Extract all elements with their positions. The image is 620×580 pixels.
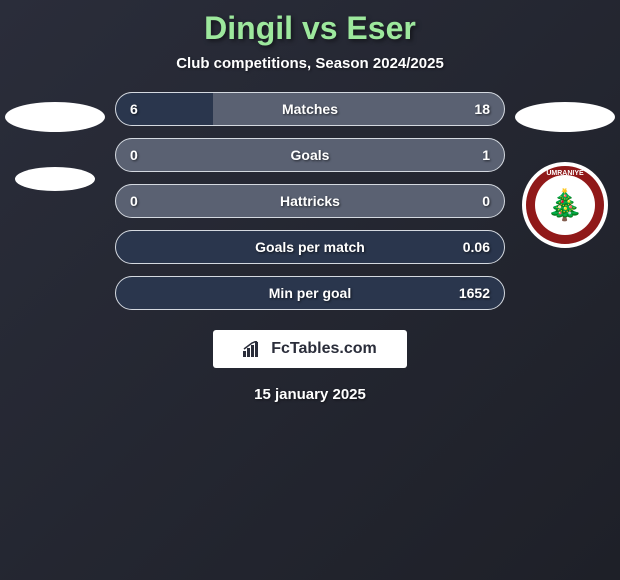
branding-text: FcTables.com <box>271 340 377 358</box>
club-logo-right-1 <box>515 102 615 132</box>
stat-bar-min-per-goal: Min per goal 1652 <box>115 276 505 310</box>
date-label: 15 january 2025 <box>254 386 366 403</box>
stat-right-value: 18 <box>474 101 490 117</box>
stat-right-value: 1 <box>482 147 490 163</box>
stat-bar-matches: 6 Matches 18 <box>115 92 505 126</box>
stat-label: Min per goal <box>269 285 351 301</box>
stat-bar-goals: 0 Goals 1 <box>115 138 505 172</box>
club-logo-left-1 <box>5 102 105 132</box>
stat-label: Goals <box>291 147 330 163</box>
club-logo-left-2 <box>15 167 95 191</box>
stat-left-value: 0 <box>130 147 138 163</box>
stat-label: Matches <box>282 101 338 117</box>
stat-label: Hattricks <box>280 193 340 209</box>
club-right-logos: UMRANIYE 🎄 <box>515 92 615 248</box>
stat-right-value: 0 <box>482 193 490 209</box>
stats-bars: 6 Matches 18 0 Goals 1 0 Hattricks 0 Goa… <box>115 92 505 310</box>
stat-left-value: 0 <box>130 193 138 209</box>
branding-badge[interactable]: FcTables.com <box>213 330 407 368</box>
stat-bar-goals-per-match: Goals per match 0.06 <box>115 230 505 264</box>
stat-bar-hattricks: 0 Hattricks 0 <box>115 184 505 218</box>
stat-left-value: 6 <box>130 101 138 117</box>
stat-label: Goals per match <box>255 239 365 255</box>
comparison-section: 6 Matches 18 0 Goals 1 0 Hattricks 0 Goa… <box>5 92 615 310</box>
page-title: Dingil vs Eser <box>204 10 416 47</box>
badge-text: UMRANIYE <box>546 170 583 177</box>
stat-right-value: 1652 <box>459 285 490 301</box>
chart-icon <box>243 341 263 357</box>
tree-icon: 🎄 <box>535 175 595 235</box>
subtitle: Club competitions, Season 2024/2025 <box>176 55 444 72</box>
club-left-logos <box>5 92 105 191</box>
club-logo-right-umraniye: UMRANIYE 🎄 <box>522 162 608 248</box>
stat-right-value: 0.06 <box>463 239 490 255</box>
